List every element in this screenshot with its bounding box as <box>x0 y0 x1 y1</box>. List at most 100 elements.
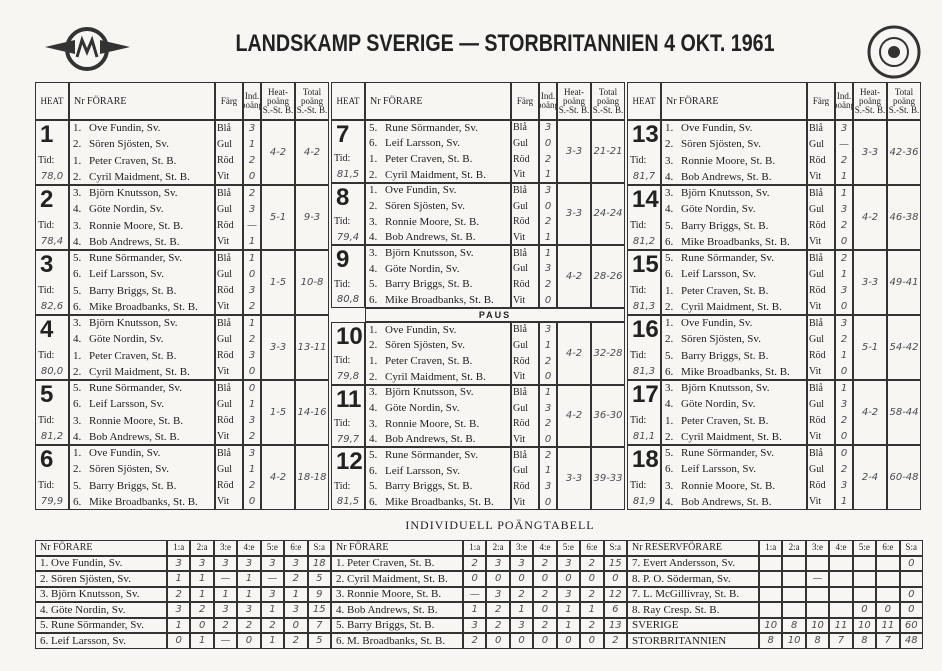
tid-label: Tid: <box>334 215 351 227</box>
heat-score: 4-2 <box>557 322 591 385</box>
heat-cell: 12 Tid: 81,5 <box>331 447 365 510</box>
rider-name-text: Cyril Maidment, St. B. <box>385 370 486 383</box>
rider-color: Gul <box>217 203 232 215</box>
rider-frame <box>661 120 807 185</box>
rider-name: 4. Bob Andrews, St. B. <box>661 494 807 510</box>
rider-points: 3 <box>544 184 552 196</box>
ind-frame <box>539 120 557 183</box>
heat-number: 8 <box>336 185 350 210</box>
rider-name: 5. Barry Briggs, St. B. <box>69 478 215 494</box>
rider-color: Vit <box>809 496 822 508</box>
rider-name-text: Ronnie Moore, St. B. <box>681 479 776 492</box>
rider-color: Blå <box>513 122 527 134</box>
rider-name-text: Sören Sjösten, Sv. <box>385 339 465 352</box>
score-cell <box>876 571 900 587</box>
heat-time: 81,5 <box>336 169 360 180</box>
score-cell: 1 <box>556 617 581 633</box>
score-header: 2:a <box>190 540 214 556</box>
color-frame <box>511 322 539 385</box>
rider-name-text: Leif Larsson, Sv. <box>89 398 165 411</box>
rider-number: 1. <box>665 414 674 427</box>
score-cell: 2 <box>580 586 604 602</box>
score-cell <box>876 555 900 571</box>
heat-points-header-line: S.-St. B. <box>262 104 294 115</box>
heat-cell: 9 Tid: 80,8 <box>331 245 365 308</box>
rider-points: 2 <box>544 153 552 165</box>
rider-color: Vit <box>513 231 526 243</box>
ind-header: Ind.poäng <box>243 82 261 120</box>
rider-points: 0 <box>840 301 848 313</box>
rider-number: 2. <box>665 333 674 346</box>
score-cell: 2 <box>533 555 557 571</box>
rider-points: 3 <box>840 285 848 297</box>
rider-points: 1 <box>840 171 848 183</box>
score-cell: 10 <box>759 617 783 633</box>
rider-name: 5. Rune Sörmander, Sv. <box>69 250 215 266</box>
tid-label: Tid: <box>630 219 647 231</box>
rider-name: 6. Leif Larsson, Sv. <box>365 136 511 152</box>
rider-points: 3 <box>248 350 256 362</box>
total-header: Total poäng S.-St. B. <box>887 82 921 120</box>
score-cell <box>829 586 853 602</box>
rider-points: 1 <box>248 317 256 329</box>
rider-number: 2. <box>665 300 674 313</box>
rider-name-text: Göte Nordin, Sv. <box>681 398 756 411</box>
rider-points: 0 <box>544 294 552 306</box>
rider-number: 1. <box>73 447 82 460</box>
rider-number: 1. <box>369 323 378 336</box>
ind-frame <box>539 447 557 510</box>
rider-points: 2 <box>544 449 552 461</box>
rider-number: 2. <box>665 138 674 151</box>
rider-points: 3 <box>544 122 552 134</box>
total-header-line: poäng <box>893 95 915 106</box>
tid-label: Tid: <box>630 349 647 361</box>
score-cell: 1 <box>190 586 214 602</box>
ind-frame <box>539 384 557 448</box>
rider-header: Nr FÖRARE <box>661 82 807 120</box>
score-cell: 0 <box>533 602 557 618</box>
rider-points: 0 <box>544 137 552 149</box>
score-cell <box>852 586 877 602</box>
rider-name-text: Göte Nordin, Sv. <box>89 333 164 346</box>
rider-number: 4. <box>665 495 674 508</box>
heat-score: 4-2 <box>557 245 591 308</box>
rider-name-text: Rune Sörmander, Sv. <box>681 252 774 265</box>
rider-name-text: Peter Craven, St. B. <box>89 154 177 167</box>
ind-header: Ind.poäng <box>835 82 853 120</box>
score-cell <box>852 555 877 571</box>
score-cell: 60 <box>899 617 923 633</box>
rider-number: 1. <box>73 154 82 167</box>
rider-color: Vit <box>513 169 526 181</box>
rider-name: 2. Cyril Maidment, St. B. <box>69 169 215 185</box>
score-cell: 2 <box>603 633 627 649</box>
rider-name-text: Bob Andrews, St. B. <box>681 495 772 508</box>
rider-name-text: Mike Broadbanks, St. B. <box>89 495 198 508</box>
rider-name-text: Ove Fundin, Sv. <box>681 122 753 135</box>
rider-number: 3. <box>73 317 82 330</box>
rider-points: 3 <box>840 317 848 329</box>
rider-number: 1. <box>73 349 82 362</box>
score-cell: 2 <box>237 617 261 633</box>
ind-frame <box>243 380 261 445</box>
rider-name: 6. Leif Larsson, Sv. <box>661 461 807 477</box>
heat-header: HEAT <box>35 82 69 120</box>
score-cell: 1 <box>213 586 238 602</box>
rider-name-text: Sören Sjösten, Sv. <box>681 138 761 151</box>
rider-name-text: Peter Craven, St. B. <box>89 349 177 362</box>
rider-number: 5. <box>665 447 674 460</box>
rider-number: 6. <box>369 294 378 307</box>
rider-number: 3. <box>369 386 378 399</box>
total-header-line: S.-St. B. <box>888 104 920 115</box>
rider-name-text: Rune Sörmander, Sv. <box>89 252 182 265</box>
color-frame <box>511 447 539 510</box>
heat-time: 81,2 <box>40 430 64 442</box>
score-cell: 7 <box>876 633 900 649</box>
rider-points: 2 <box>840 463 848 475</box>
rider-number: 6. <box>665 463 674 476</box>
color-header: Färg <box>511 82 539 120</box>
color-frame <box>807 185 835 250</box>
score-cell: 0 <box>899 586 923 602</box>
heat-score: 3-3 <box>853 250 887 315</box>
color-frame <box>807 380 835 445</box>
score-cell: 0 <box>899 602 923 618</box>
